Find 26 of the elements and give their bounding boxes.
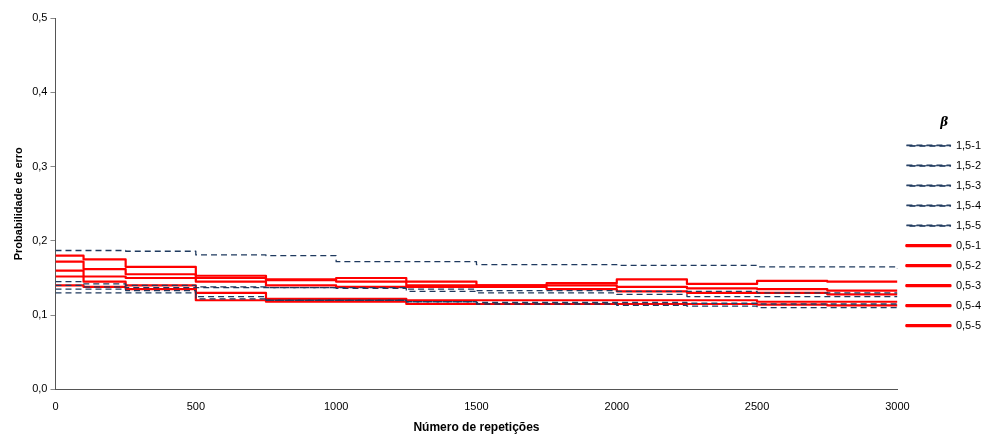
y-tick-label: 0,0 bbox=[32, 382, 48, 395]
x-tick-label: 1500 bbox=[464, 400, 489, 413]
legend-label: 1,5-5 bbox=[955, 218, 982, 231]
y-tick-label: 0,2 bbox=[32, 233, 48, 246]
y-tick-label: 0,4 bbox=[32, 85, 48, 98]
x-tick-label: 500 bbox=[186, 400, 205, 413]
x-tick-label: 2500 bbox=[744, 400, 770, 413]
x-tick-label: 0 bbox=[52, 400, 59, 413]
legend-label: 0,5-2 bbox=[955, 258, 982, 271]
y-tick-label: 0,3 bbox=[32, 159, 48, 172]
x-axis-title: Número de repetições bbox=[413, 420, 540, 435]
x-tick-label: 3000 bbox=[885, 400, 910, 413]
legend-label: 1,5-2 bbox=[955, 158, 982, 171]
legend-label: 0,5-1 bbox=[955, 238, 982, 251]
x-tick-label: 2000 bbox=[604, 400, 630, 413]
legend-label: 0,5-5 bbox=[955, 318, 982, 331]
y-axis-title: Probabilidade de erro bbox=[11, 146, 24, 261]
legend-label: 1,5-4 bbox=[955, 198, 982, 211]
legend-title: β bbox=[939, 114, 949, 129]
x-tick-label: 1000 bbox=[323, 400, 349, 413]
y-tick-label: 0,5 bbox=[32, 11, 48, 24]
legend-label: 1,5-3 bbox=[955, 178, 982, 191]
legend-label: 1,5-1 bbox=[955, 138, 982, 151]
y-tick-label: 0,1 bbox=[32, 308, 48, 321]
legend-label: 0,5-3 bbox=[955, 278, 982, 291]
legend-label: 0,5-4 bbox=[955, 298, 982, 311]
